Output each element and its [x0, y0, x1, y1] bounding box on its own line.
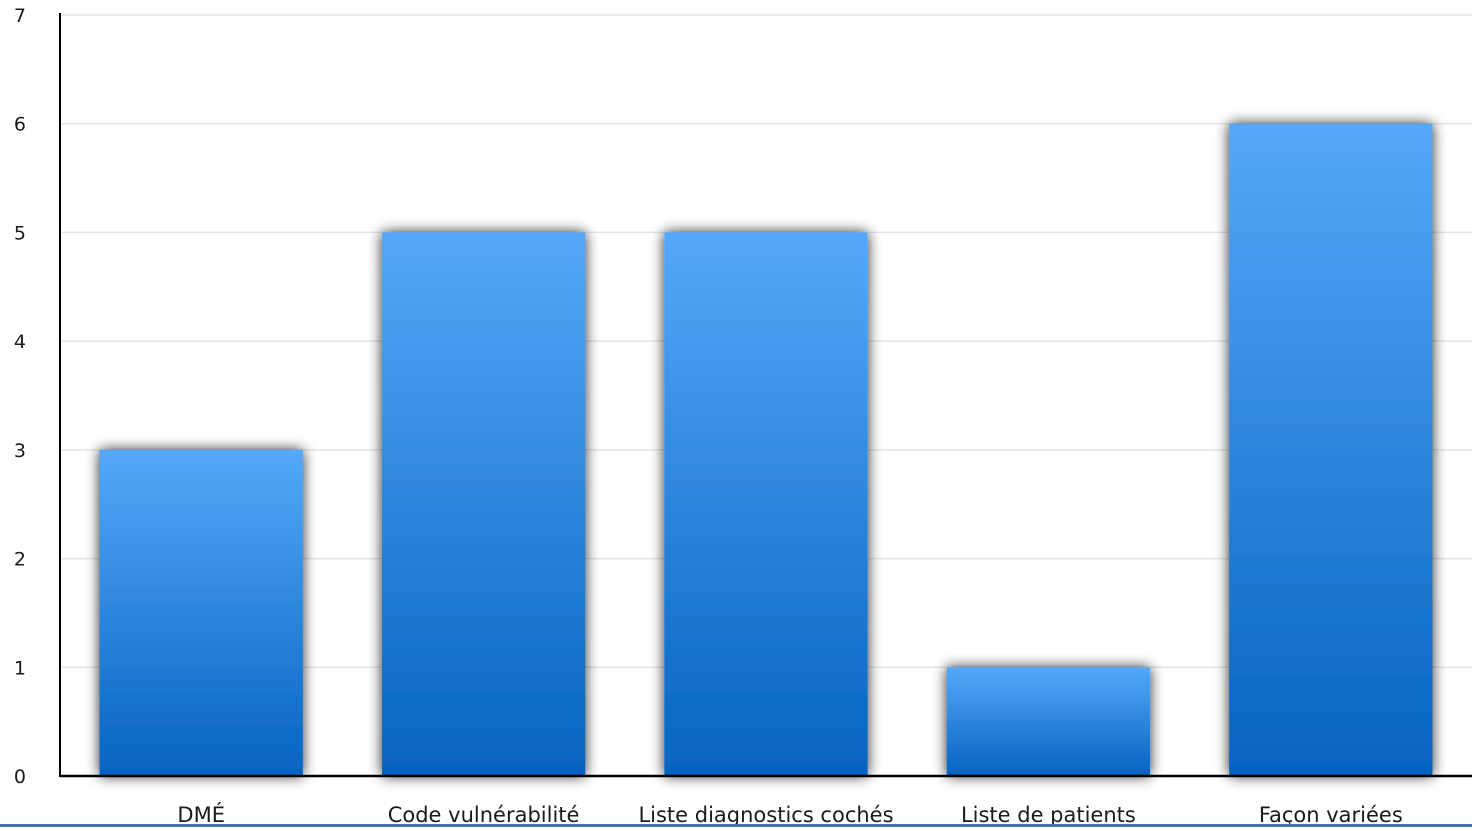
y-tick-label: 1 [14, 657, 26, 679]
x-tick-label: Liste diagnostics cochés [638, 803, 893, 827]
x-axis-labels: DMÉ Code vulnérabilité Liste diagnostics c… [177, 802, 1402, 827]
x-tick-label: DMÉ [177, 802, 225, 827]
bar-2 [664, 232, 868, 776]
y-axis-ticks: 0 1 2 3 4 5 6 7 [14, 5, 26, 788]
y-tick-label: 6 [14, 114, 26, 136]
axes [59, 13, 1472, 778]
bar-4 [1229, 123, 1433, 776]
bar-3 [946, 667, 1151, 776]
x-tick-label: Code vulnérabilité [388, 803, 580, 827]
x-tick-label: Façon variées [1259, 803, 1403, 827]
x-tick-label: Liste de patients [961, 803, 1136, 827]
bar-0 [99, 449, 303, 776]
y-tick-label: 7 [14, 5, 26, 27]
y-tick-label: 4 [14, 331, 26, 353]
bar-1 [381, 232, 586, 776]
bottom-border [0, 824, 1472, 827]
y-tick-label: 3 [14, 440, 26, 462]
y-tick-label: 0 [14, 766, 26, 788]
bars [99, 123, 1433, 776]
y-tick-label: 2 [14, 549, 26, 571]
y-tick-label: 5 [14, 222, 26, 244]
